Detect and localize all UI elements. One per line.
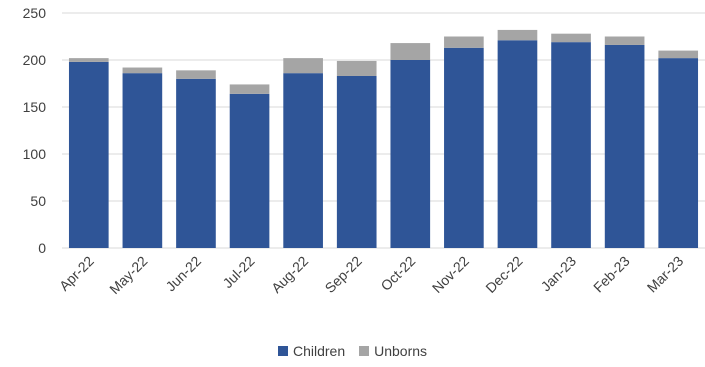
bar-children	[283, 73, 323, 248]
x-tick-label: Aug-22	[268, 253, 311, 296]
legend-label-children: Children	[292, 343, 346, 359]
legend: Children Unborns	[0, 343, 705, 359]
x-tick-label: Nov-22	[429, 253, 472, 296]
bar-unborns	[604, 36, 645, 45]
bar-unborns	[122, 67, 163, 74]
bar-children	[497, 40, 538, 249]
bar-unborns	[444, 36, 484, 48]
bar-children	[390, 60, 431, 248]
bar-unborns	[497, 29, 538, 41]
bar-unborns	[176, 70, 216, 79]
bar-children	[229, 93, 270, 248]
bar-unborns	[283, 58, 323, 74]
x-tick-label: May-22	[106, 253, 150, 297]
x-tick-label: Oct-22	[377, 253, 418, 294]
bar-unborns	[390, 43, 431, 60]
y-tick-label: 150	[23, 99, 47, 115]
bar-unborns	[336, 60, 377, 76]
bar-children	[68, 61, 109, 248]
legend-label-unborns: Unborns	[374, 343, 428, 359]
bar-unborns	[68, 58, 109, 62]
bar-children	[444, 47, 484, 248]
legend-swatch-unborns	[359, 346, 370, 356]
bar-children	[176, 78, 216, 248]
y-tick-label: 100	[23, 146, 47, 162]
bar-unborns	[551, 33, 591, 43]
x-tick-label: Jun-22	[162, 253, 204, 295]
legend-item-unborns: Unborns	[359, 343, 427, 359]
y-tick-label: 50	[30, 193, 46, 209]
x-tick-label: Apr-22	[56, 253, 97, 294]
bar-unborns	[229, 84, 270, 94]
legend-swatch-children	[277, 346, 288, 356]
x-tick-label: Sep-22	[322, 253, 365, 296]
x-tick-label: Dec-22	[482, 253, 525, 296]
bar-children	[658, 58, 699, 249]
x-tick-label: Jan-23	[538, 253, 580, 295]
y-tick-label: 200	[23, 52, 47, 68]
y-tick-label: 250	[23, 5, 47, 21]
x-tick-label: Jul-22	[219, 253, 257, 291]
x-tick-label: Mar-23	[644, 253, 687, 296]
bar-children	[551, 42, 591, 248]
y-tick-label: 0	[38, 240, 46, 256]
bar-children	[122, 73, 163, 248]
x-tick-label: Feb-23	[590, 253, 633, 296]
bar-unborns	[658, 50, 699, 59]
stacked-bar-chart: 0 50 100 150 200 250 Apr-22 May-22 Jun-22 Jul-22 A…	[23, 5, 705, 297]
bar-children	[336, 75, 377, 248]
bar-children	[604, 44, 645, 249]
legend-item-children: Children	[277, 343, 346, 359]
